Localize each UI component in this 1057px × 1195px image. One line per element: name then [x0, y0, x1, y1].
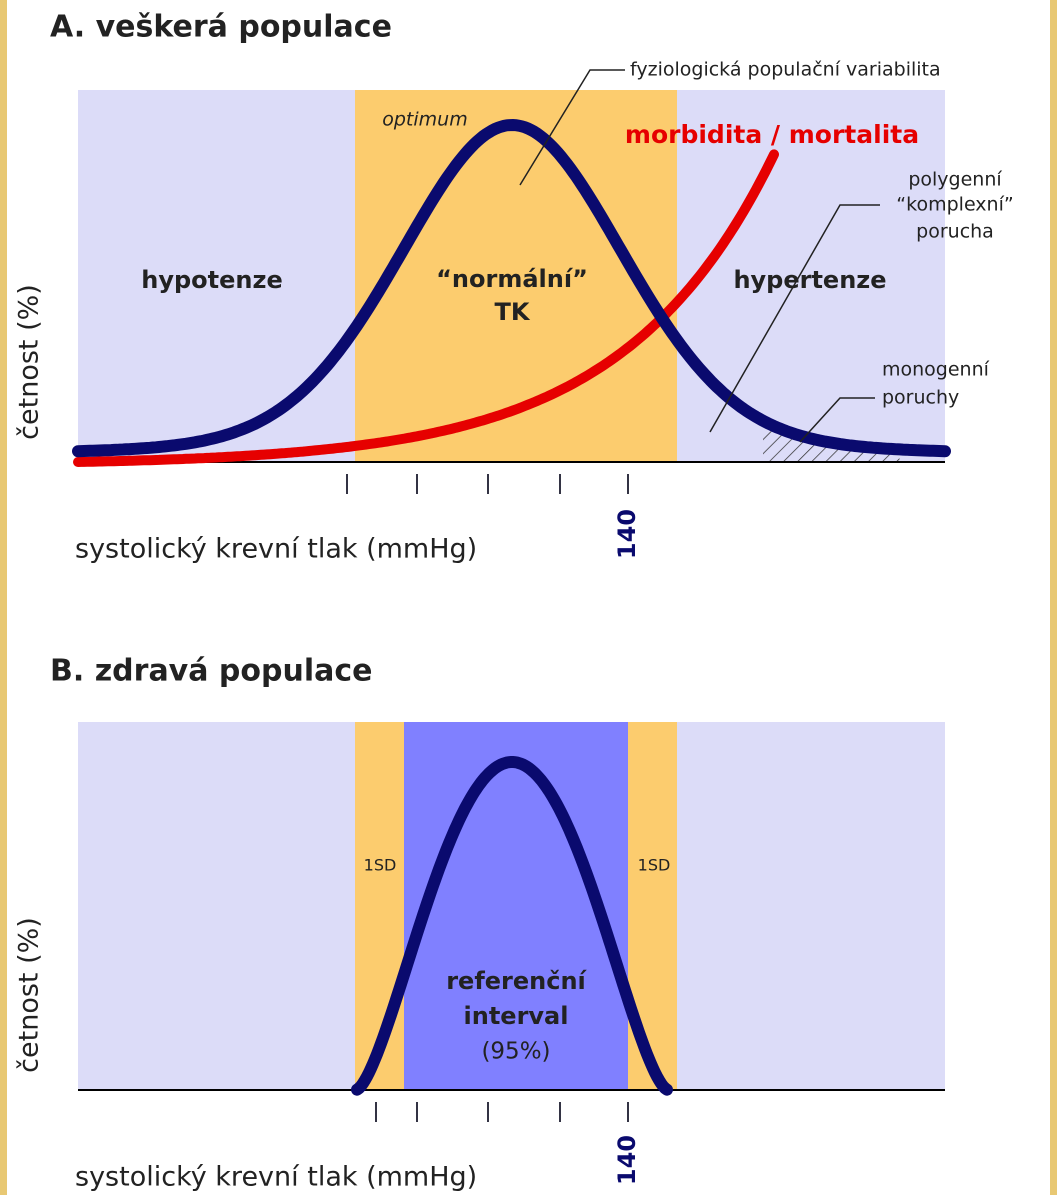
- reference-label: interval: [464, 1002, 569, 1030]
- curve-label: fyziologická populační variabilita: [630, 59, 941, 81]
- reference-label: (95%): [481, 1039, 550, 1065]
- reference-band: [404, 722, 628, 1090]
- sd-label: 1SD: [638, 856, 671, 875]
- distribution-curve: [351, 756, 673, 1096]
- hypotension-label: hypotenze: [141, 266, 282, 294]
- sd-label: 1SD: [364, 856, 397, 875]
- optimum-label: optimum: [382, 109, 467, 131]
- hypertension-label: hypertenze: [733, 266, 886, 294]
- polygenic-label: porucha: [916, 221, 994, 243]
- normal-label: “normální”: [436, 265, 588, 293]
- reference-label: referenční: [446, 967, 587, 995]
- monogenic-label: poruchy: [882, 387, 959, 409]
- x-label: systolický krevní tlak (mmHg): [75, 534, 477, 565]
- tick-label: 140: [613, 509, 641, 559]
- leader: [799, 397, 875, 443]
- y-label: četnost (%): [14, 284, 45, 440]
- leader: [709, 204, 880, 433]
- axis-ticks: [346, 474, 629, 494]
- y-label: četnost (%): [14, 917, 45, 1073]
- leader: [519, 69, 625, 186]
- normal-label: TK: [495, 298, 531, 326]
- tick-label: 140: [613, 1135, 641, 1185]
- panel-title: B. zdravá populace: [50, 654, 373, 689]
- distribution-curve: [72, 118, 951, 458]
- x-label: systolický krevní tlak (mmHg): [75, 1162, 477, 1193]
- polygenic-label: “komplexní”: [896, 194, 1013, 216]
- polygenic-label: polygenní: [908, 169, 1002, 191]
- border: [0, 0, 7, 1195]
- optimum-band: [355, 90, 677, 462]
- monogenic-label: monogenní: [882, 359, 990, 381]
- axis-ticks: [375, 1102, 629, 1122]
- risk-label: morbidita / mortalita: [625, 120, 919, 149]
- border: [1050, 0, 1057, 1195]
- panel-title: A. veškerá populace: [50, 10, 392, 45]
